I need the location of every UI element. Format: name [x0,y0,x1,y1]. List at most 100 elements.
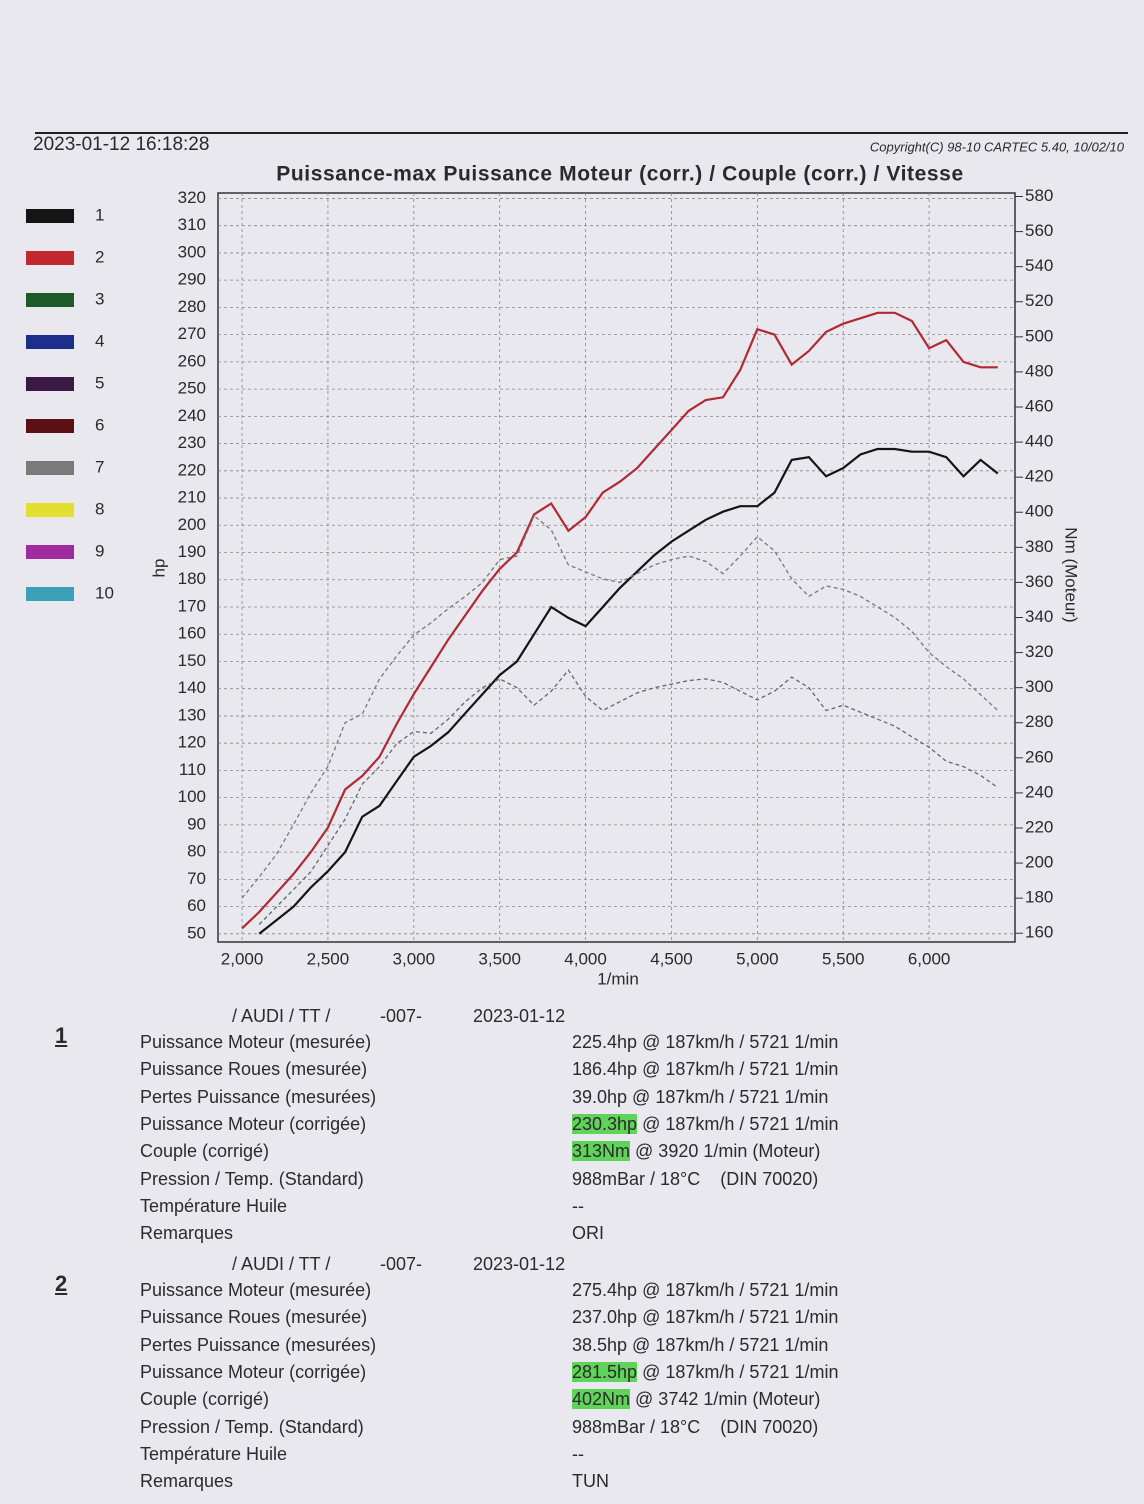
y-tick-label: 70 [187,869,206,888]
plot-frame [217,192,1016,943]
value-text: @ 187km/h / 5721 1/min [637,1361,839,1382]
value-text: 225.4hp @ 187km/h / 5721 1/min [572,1032,839,1052]
y-tick-label: 220 [178,460,206,479]
row-value: 313Nm @ 3920 1/min (Moteur) [572,1141,820,1162]
x-tick-label: 3,000 [393,949,436,968]
run-heading: -007- [380,1006,423,1026]
value-text: 988mBar / 18°C (DIN 70020) [572,1168,819,1189]
y2-tick-label: 440 [1025,432,1053,451]
y-axis-label: hp [149,559,168,578]
datetime: 2023-01-12 16:18:28 [33,134,209,155]
y-tick-label: 170 [178,596,206,615]
row-label: Puissance Roues (mesurée) [140,1307,368,1328]
legend-swatch [26,503,74,517]
y2-tick-label: 260 [1025,747,1053,766]
y-tick-label: 150 [178,651,206,670]
y2-tick-label: 180 [1025,888,1053,907]
row-label: Couple (corrigé) [140,1389,270,1410]
y-tick-label: 190 [178,542,206,561]
row-label: Température Huile [140,1443,288,1464]
y-tick-label: 100 [178,787,206,806]
y-tick-label: 290 [178,270,206,289]
value-text: 988mBar / 18°C (DIN 70020) [572,1416,819,1437]
row-label: Pertes Puissance (mesurées) [140,1086,377,1107]
row-label: Puissance Moteur (mesurée) [140,1280,372,1300]
row-value: 281.5hp @ 187km/h / 5721 1/min [572,1361,839,1383]
value-text: -- [572,1195,584,1216]
row-label: Puissance Moteur (mesurée) [140,1032,372,1052]
y2-tick-label: 240 [1025,782,1053,801]
x-tick-label: 3,500 [478,949,521,968]
y2-tick-label: 460 [1025,396,1053,415]
y2-tick-label: 480 [1025,361,1053,380]
series-line [258,669,999,925]
y-tick-label: 90 [187,814,206,833]
series-line [241,514,999,899]
y-tick-label: 120 [178,733,206,752]
x-tick-label: 5,000 [736,949,779,968]
y-tick-label: 140 [178,678,206,697]
value-text: 186.4hp @ 187km/h / 5721 1/min [572,1059,839,1080]
x-tick-label: 2,500 [307,949,350,968]
y-tick-label: 250 [178,379,206,398]
row-label: Puissance Roues (mesurée) [140,1059,368,1080]
value-text: -- [572,1443,584,1464]
x-tick-label: 5,500 [822,949,865,968]
x-tick-label: 2,000 [221,949,264,968]
legend-label: 4 [95,331,104,350]
y-tick-label: 180 [178,569,206,588]
y-tick-label: 230 [178,433,206,452]
value-text: @ 187km/h / 5721 1/min [637,1113,839,1134]
copyright: Copyright(C) 98-10 CARTEC 5.40, 10/02/10 [870,139,1125,154]
value-text: 275.4hp @ 187km/h / 5721 1/min [572,1280,839,1300]
row-value: 988mBar / 18°C (DIN 70020) [572,1417,818,1438]
row-value: ORI [572,1223,604,1244]
legend-label: 8 [95,499,104,518]
row-value: 402Nm @ 3742 1/min (Moteur) [572,1389,820,1410]
row-value: TUN [572,1471,609,1492]
series-line [241,311,998,930]
y2-tick-label: 340 [1025,607,1053,626]
legend-swatch [26,209,74,223]
run-number: 2 [55,1271,68,1296]
legend-swatch [26,251,74,265]
row-label: Couple (corrigé) [140,1141,270,1162]
value-text: ORI [572,1223,605,1244]
value-text: 237.0hp @ 187km/h / 5721 1/min [572,1307,839,1328]
row-value: 275.4hp @ 187km/h / 5721 1/min [572,1280,838,1301]
y-tick-label: 80 [187,842,206,861]
row-label: Puissance Moteur (corrigée) [140,1361,367,1382]
row-label: Pertes Puissance (mesurées) [140,1334,377,1355]
y2-tick-label: 220 [1025,817,1053,836]
y-tick-label: 110 [179,760,206,779]
chart: 2023-01-12 16:18:28 Copyright(C) 98-10 C… [26,132,1128,988]
y-tick-label: 50 [187,923,206,942]
value-text: @ 3742 1/min (Moteur) [630,1389,821,1410]
y-tick-label: 280 [178,297,206,316]
row-value: 237.0hp @ 187km/h / 5721 1/min [572,1307,838,1328]
legend-label: 9 [95,541,104,560]
row-value: 39.0hp @ 187km/h / 5721 1/min [572,1087,828,1108]
legend-swatch [26,293,74,307]
y-tick-label: 320 [178,188,206,207]
run-number: 1 [55,1023,68,1048]
row-value: 225.4hp @ 187km/h / 5721 1/min [572,1032,838,1053]
highlight-value: 230.3hp [572,1113,638,1134]
legend-label: 2 [95,247,104,266]
run-heading: 2023-01-12 [473,1254,566,1274]
y2-tick-label: 500 [1025,326,1053,345]
legend-label: 7 [95,457,104,476]
y2-tick-label: 400 [1025,502,1053,521]
y-tick-label: 210 [178,488,206,507]
x-tick-label: 4,500 [650,949,693,968]
y2-axis-label: Nm (Moteur) [1062,527,1081,622]
y-tick-label: 130 [178,705,206,724]
value-text: 38.5hp @ 187km/h / 5721 1/min [572,1334,829,1355]
y-tick-label: 300 [178,242,206,261]
y2-tick-label: 160 [1025,923,1053,942]
legend-label: 10 [95,583,114,602]
y2-tick-label: 420 [1025,467,1053,486]
x-tick-label: 4,000 [564,949,607,968]
y2-tick-label: 580 [1025,186,1053,205]
